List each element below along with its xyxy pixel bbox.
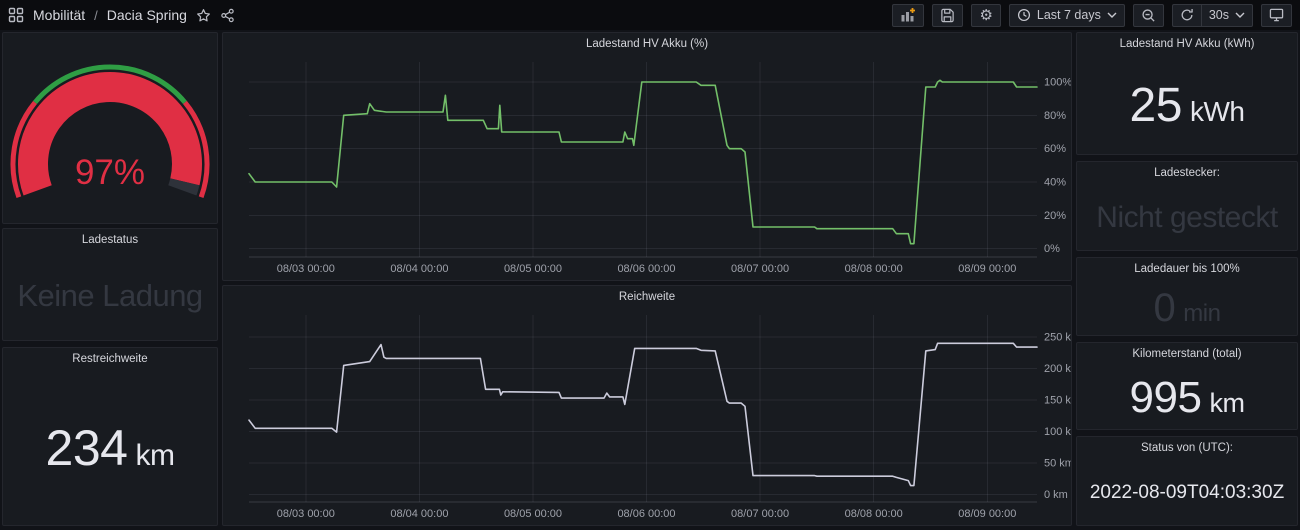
akku-kwh-value: 25 kWh [1130, 78, 1245, 133]
kilometerstand-value: 995 km [1130, 373, 1245, 423]
svg-text:08/06 00:00: 08/06 00:00 [617, 508, 675, 520]
svg-text:08/05 00:00: 08/05 00:00 [504, 263, 562, 275]
panel-akku-kwh: Ladestand HV Akku (kWh) 25 kWh [1076, 32, 1298, 155]
svg-text:97%: 97% [75, 153, 145, 192]
panel-title-restreichweite[interactable]: Restreichweite [72, 353, 148, 365]
svg-text:08/06 00:00: 08/06 00:00 [617, 263, 675, 275]
panel-title-kilometerstand[interactable]: Kilometerstand (total) [1132, 348, 1242, 360]
apps-grid-icon[interactable] [8, 7, 24, 23]
svg-text:150 km: 150 km [1044, 395, 1071, 407]
panel-restreichweite: Restreichweite 234 km [2, 347, 218, 526]
panel-chart-ladestand: Ladestand HV Akku (%) 0% 20% 40% 60% 80% 100%… [222, 32, 1072, 281]
svg-text:100%: 100% [1044, 77, 1071, 89]
share-icon[interactable] [220, 8, 235, 23]
ladestecker-value: Nicht gesteckt [1096, 200, 1278, 234]
dashboard-settings-button[interactable]: ⚙ [971, 3, 1001, 27]
svg-text:08/04 00:00: 08/04 00:00 [390, 263, 448, 275]
save-dashboard-button[interactable] [932, 3, 964, 27]
clock-icon [1017, 8, 1031, 22]
panel-chart-reichweite: Reichweite 0 km 50 km 100 km 150 km 200 km 25… [222, 285, 1080, 526]
panel-ladedauer: Ladedauer bis 100% 0 min [1076, 257, 1298, 336]
star-icon[interactable] [196, 8, 211, 23]
svg-text:08/05 00:00: 08/05 00:00 [504, 508, 562, 520]
reichweite-chart-plot[interactable]: 0 km 50 km 100 km 150 km 200 km 250 km 08/03 0… [223, 309, 1080, 525]
battery-gauge: 97% [3, 34, 217, 222]
add-panel-icon [900, 7, 916, 23]
panel-title-chart-reichweite[interactable]: Reichweite [618, 291, 676, 303]
svg-text:50 km: 50 km [1044, 458, 1071, 470]
refresh-interval-dropdown[interactable]: 30s [1200, 3, 1253, 27]
zoom-out-time-button[interactable] [1132, 3, 1164, 27]
svg-text:08/09 00:00: 08/09 00:00 [958, 263, 1016, 275]
ladedauer-unit: min [1183, 299, 1221, 327]
ladedauer-number: 0 [1153, 285, 1176, 330]
chevron-down-icon [1235, 12, 1245, 18]
chevron-down-icon [1107, 12, 1117, 18]
breadcrumb-section[interactable]: Mobilität [33, 7, 86, 23]
breadcrumb-separator: / [94, 7, 98, 23]
svg-text:100 km: 100 km [1044, 426, 1071, 438]
time-range-label: Last 7 days [1036, 8, 1101, 22]
refresh-interval-label: 30s [1208, 8, 1229, 22]
panel-title-ladestecker[interactable]: Ladestecker: [1154, 167, 1220, 179]
svg-text:08/08 00:00: 08/08 00:00 [845, 508, 903, 520]
svg-text:08/03 00:00: 08/03 00:00 [277, 263, 335, 275]
svg-text:0%: 0% [1044, 243, 1060, 255]
panel-kilometerstand: Kilometerstand (total) 995 km [1076, 342, 1298, 430]
time-range-picker[interactable]: Last 7 days [1008, 3, 1125, 27]
gear-icon: ⚙ [979, 6, 993, 24]
panel-title-akku-kwh[interactable]: Ladestand HV Akku (kWh) [1119, 38, 1255, 50]
svg-text:200 km: 200 km [1044, 363, 1071, 375]
ladedauer-value: 0 min [1154, 286, 1221, 331]
svg-text:80%: 80% [1044, 110, 1066, 122]
akku-kwh-unit: kWh [1189, 95, 1245, 127]
panel-title-chart-ladestand[interactable]: Ladestand HV Akku (%) [585, 38, 709, 50]
top-nav-bar: Mobilität / Dacia Spring [0, 0, 1300, 30]
svg-text:08/03 00:00: 08/03 00:00 [277, 508, 335, 520]
kilometerstand-number: 995 [1129, 372, 1202, 422]
panel-ladestecker: Ladestecker: Nicht gesteckt [1076, 161, 1298, 251]
ladestand-chart-plot[interactable]: 0% 20% 40% 60% 80% 100% 08/03 00:00 08/04 00:00… [223, 56, 1072, 280]
ladestatus-value: Keine Ladung [17, 278, 203, 313]
refresh-button-group: 30s [1171, 3, 1253, 27]
refresh-icon [1180, 8, 1194, 22]
save-icon [940, 8, 955, 23]
kilometerstand-unit: km [1209, 387, 1245, 418]
restreichweite-number: 234 [45, 420, 128, 476]
svg-text:250 km: 250 km [1044, 332, 1071, 344]
akku-kwh-number: 25 [1129, 78, 1183, 132]
svg-text:08/09 00:00: 08/09 00:00 [958, 508, 1016, 520]
breadcrumb-page[interactable]: Dacia Spring [106, 7, 187, 23]
svg-text:08/04 00:00: 08/04 00:00 [390, 508, 448, 520]
svg-text:40%: 40% [1044, 177, 1066, 189]
panel-title-ladedauer[interactable]: Ladedauer bis 100% [1134, 263, 1240, 275]
svg-text:60%: 60% [1044, 143, 1066, 155]
panel-title-ladestatus[interactable]: Ladestatus [81, 234, 139, 246]
status-utc-value: 2022-08-09T04:03:30Z [1089, 481, 1285, 503]
panel-ladestatus: Ladestatus Keine Ladung [2, 228, 218, 341]
restreichweite-unit: km [135, 439, 175, 472]
add-panel-button[interactable] [892, 3, 925, 27]
zoom-out-icon [1141, 8, 1156, 23]
kiosk-mode-button[interactable] [1261, 3, 1292, 27]
svg-text:08/08 00:00: 08/08 00:00 [845, 263, 903, 275]
panel-title-status-utc[interactable]: Status von (UTC): [1140, 442, 1234, 454]
panel-gauge-ladestand: 97% [2, 32, 218, 224]
svg-text:08/07 00:00: 08/07 00:00 [731, 508, 789, 520]
restreichweite-value: 234 km [46, 419, 175, 477]
svg-text:20%: 20% [1044, 210, 1066, 222]
svg-text:0 km: 0 km [1044, 489, 1068, 501]
monitor-icon [1269, 8, 1284, 22]
refresh-button[interactable] [1171, 3, 1201, 27]
panel-status-utc: Status von (UTC): 2022-08-09T04:03:30Z [1076, 436, 1298, 526]
svg-text:08/07 00:00: 08/07 00:00 [731, 263, 789, 275]
